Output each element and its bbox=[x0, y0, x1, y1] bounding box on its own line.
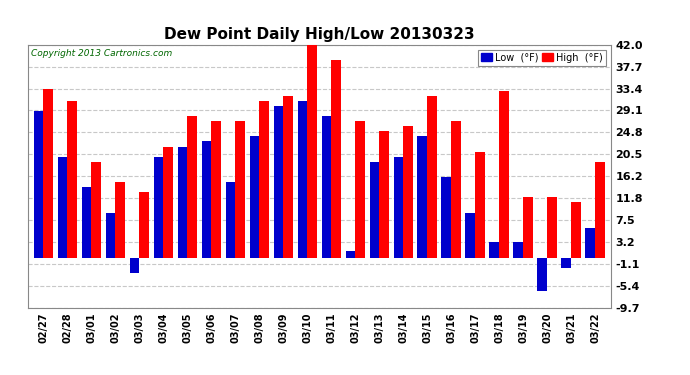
Bar bbox=[273, 106, 283, 258]
Bar bbox=[523, 197, 533, 258]
Bar bbox=[513, 242, 523, 258]
Bar bbox=[571, 202, 581, 258]
Bar bbox=[259, 101, 268, 258]
Bar bbox=[370, 162, 379, 258]
Bar bbox=[57, 157, 67, 258]
Legend: Low  (°F), High  (°F): Low (°F), High (°F) bbox=[477, 50, 606, 66]
Bar bbox=[297, 101, 307, 258]
Bar bbox=[547, 197, 557, 258]
Bar bbox=[177, 147, 187, 258]
Bar bbox=[442, 177, 451, 258]
Bar bbox=[106, 213, 115, 258]
Bar bbox=[489, 242, 499, 258]
Title: Dew Point Daily High/Low 20130323: Dew Point Daily High/Low 20130323 bbox=[164, 27, 475, 42]
Bar bbox=[331, 60, 341, 258]
Bar bbox=[139, 192, 149, 258]
Text: Copyright 2013 Cartronics.com: Copyright 2013 Cartronics.com bbox=[30, 49, 172, 58]
Bar bbox=[211, 121, 221, 258]
Bar bbox=[393, 157, 403, 258]
Bar bbox=[451, 121, 461, 258]
Bar bbox=[154, 157, 163, 258]
Bar bbox=[130, 258, 139, 273]
Bar bbox=[475, 152, 484, 258]
Bar bbox=[235, 121, 245, 258]
Bar bbox=[226, 182, 235, 258]
Bar bbox=[585, 228, 595, 258]
Bar bbox=[538, 258, 547, 291]
Bar bbox=[307, 45, 317, 258]
Bar bbox=[115, 182, 125, 258]
Bar bbox=[379, 131, 388, 258]
Bar bbox=[427, 96, 437, 258]
Bar bbox=[250, 136, 259, 258]
Bar bbox=[34, 111, 43, 258]
Bar bbox=[355, 121, 365, 258]
Bar bbox=[81, 187, 91, 258]
Bar bbox=[201, 141, 211, 258]
Bar bbox=[562, 258, 571, 268]
Bar bbox=[91, 162, 101, 258]
Bar bbox=[43, 88, 53, 258]
Bar bbox=[417, 136, 427, 258]
Bar bbox=[499, 91, 509, 258]
Bar bbox=[403, 126, 413, 258]
Bar bbox=[67, 101, 77, 258]
Bar bbox=[595, 162, 604, 258]
Bar bbox=[466, 213, 475, 258]
Bar bbox=[283, 96, 293, 258]
Bar bbox=[322, 116, 331, 258]
Bar bbox=[187, 116, 197, 258]
Bar bbox=[346, 251, 355, 258]
Bar bbox=[163, 147, 172, 258]
